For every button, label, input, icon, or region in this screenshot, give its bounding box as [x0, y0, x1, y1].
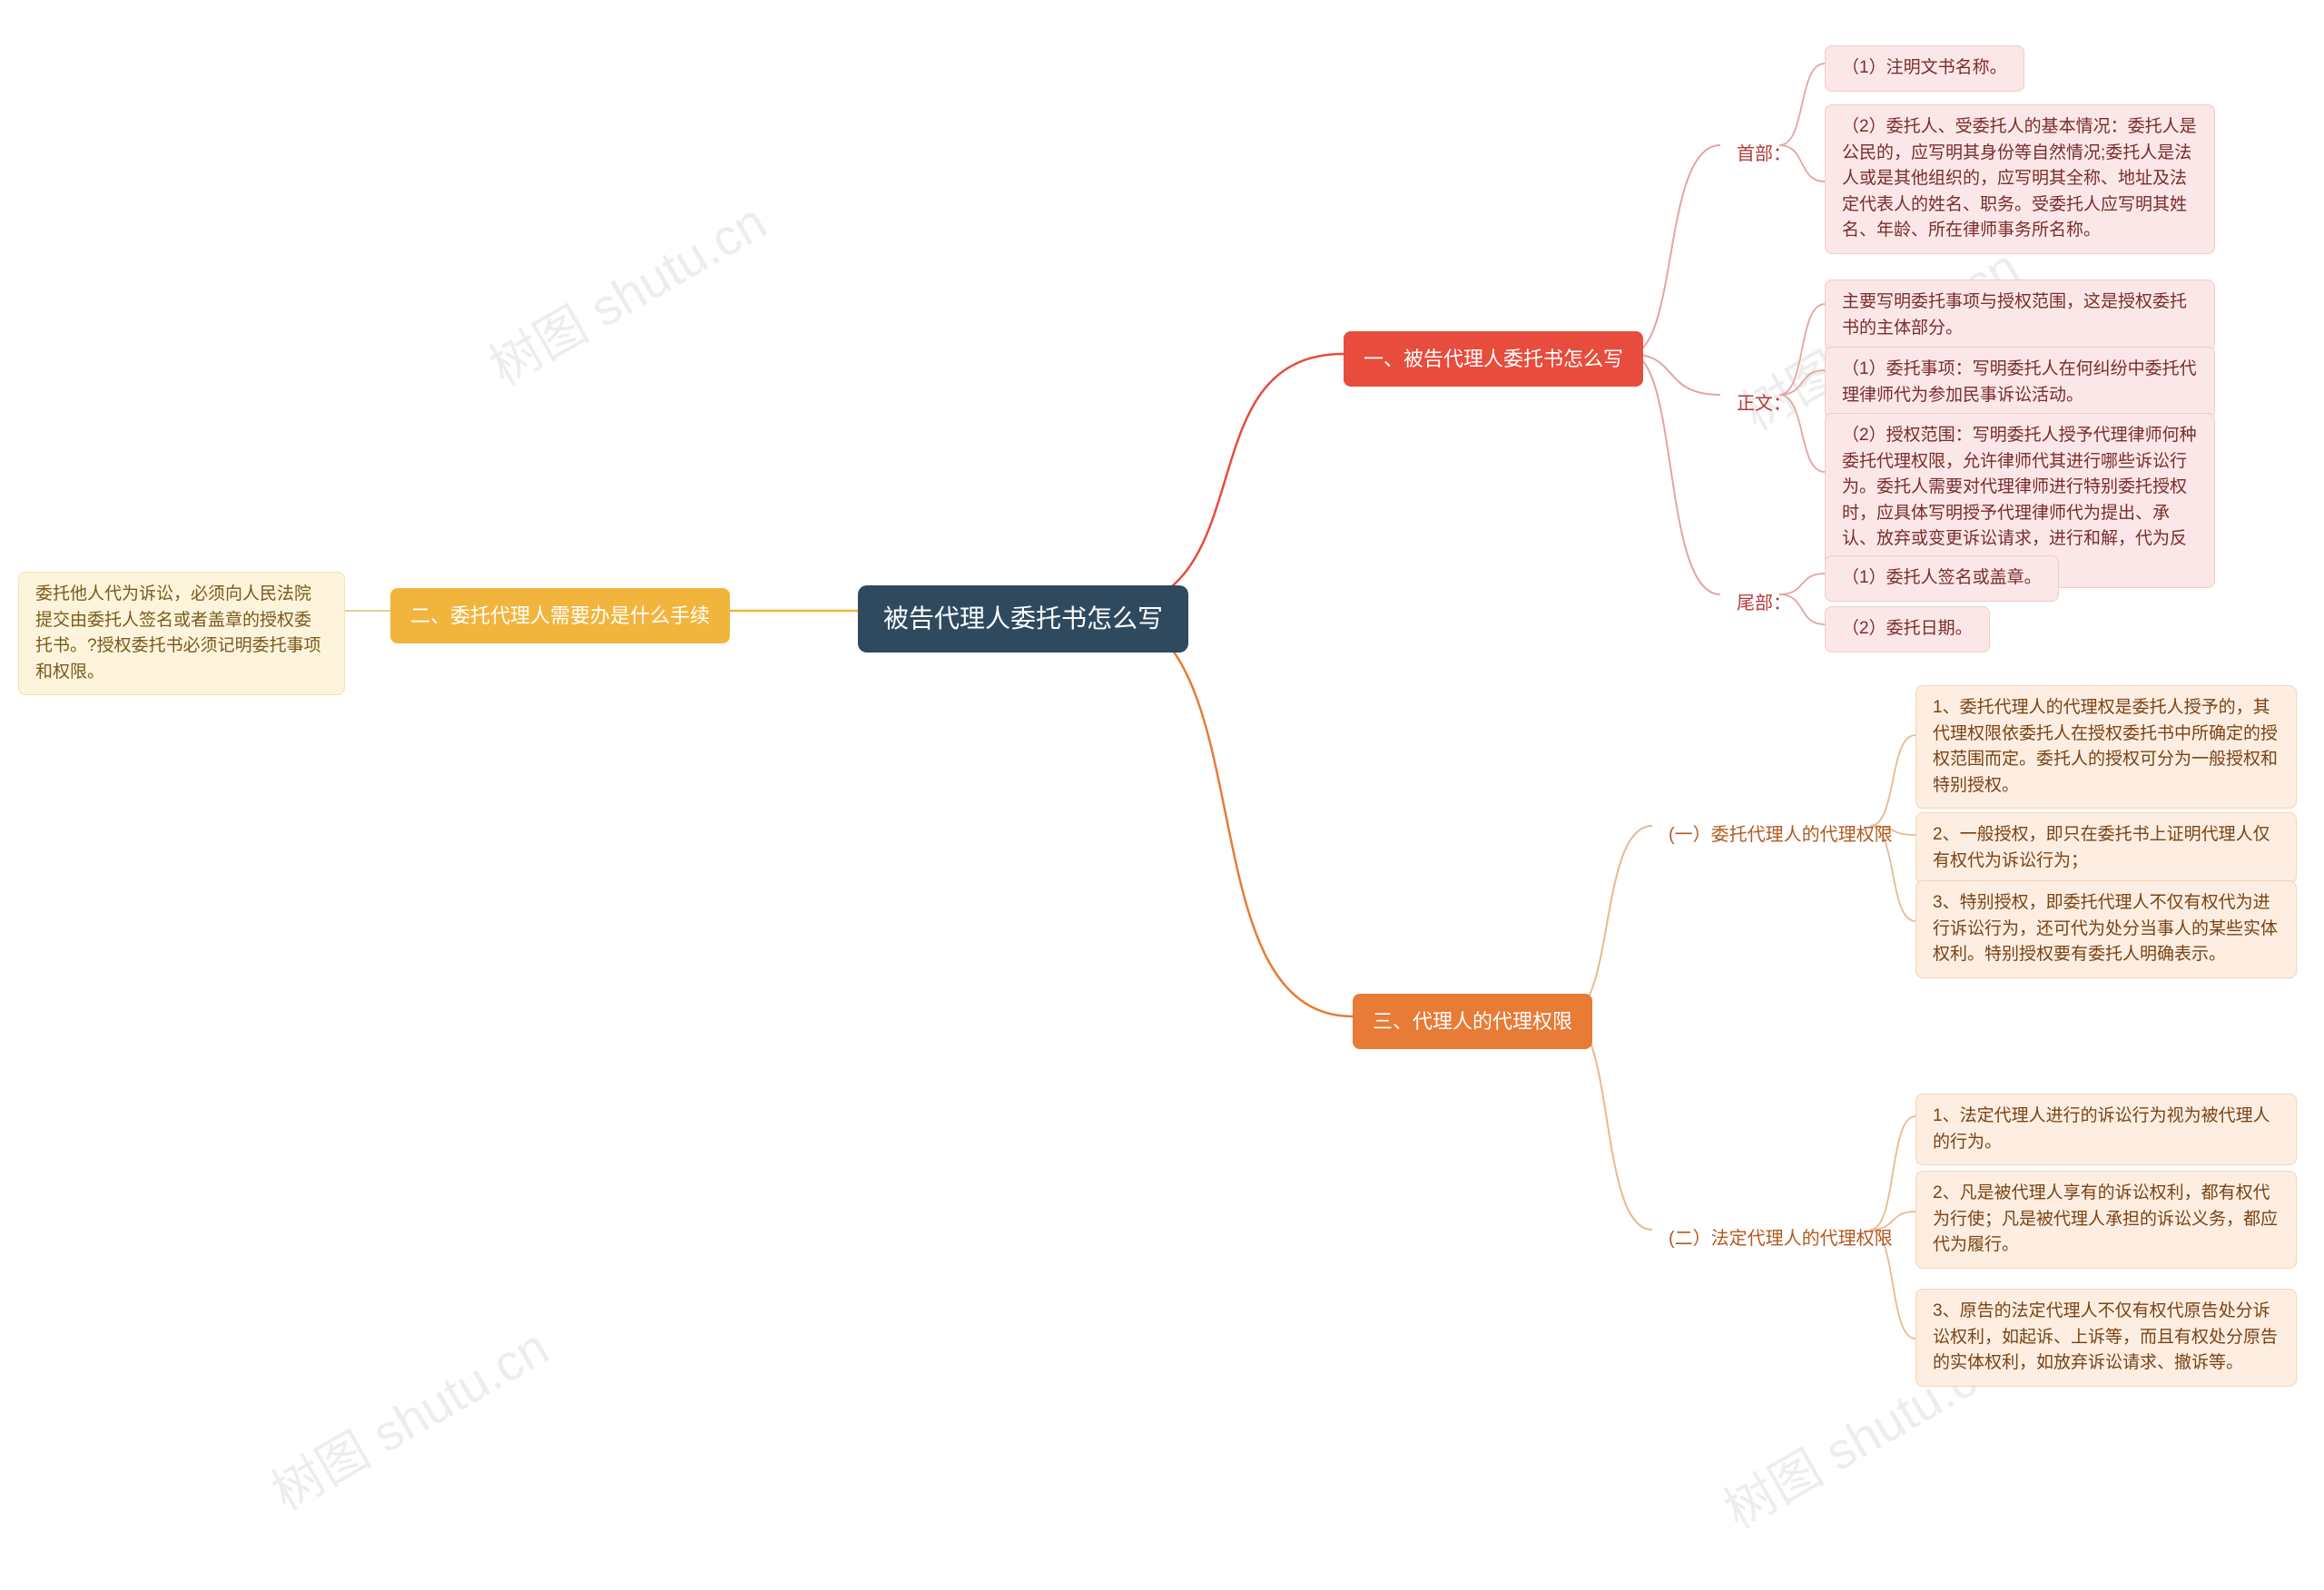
leaf-1-3-1: （1）委托人签名或盖章。 — [1825, 555, 2059, 602]
branch-1-sub-1[interactable]: 首部： — [1720, 132, 1807, 177]
watermark: 树图 shutu.cn — [256, 1308, 559, 1526]
leaf-2-1: 委托他人代为诉讼，必须向人民法院提交由委托人签名或者盖章的授权委托书。?授权委托… — [18, 572, 345, 695]
watermark: 树图 shutu.cn — [474, 182, 777, 400]
leaf-3-2-2: 2、凡是被代理人享有的诉讼权利，都有权代为行使；凡是被代理人承担的诉讼义务，都应… — [1915, 1171, 2297, 1269]
leaf-3-2-3: 3、原告的法定代理人不仅有权代原告处分诉讼权利，如起诉、上诉等，而且有权处分原告… — [1915, 1289, 2297, 1387]
leaf-3-1-2: 2、一般授权，即只在委托书上证明代理人仅有权代为诉讼行为； — [1915, 812, 2297, 884]
branch-3[interactable]: 三、代理人的代理权限 — [1353, 994, 1592, 1049]
branch-2[interactable]: 二、委托代理人需要办是什么手续 — [390, 588, 730, 643]
leaf-1-1-1: （1）注明文书名称。 — [1825, 45, 2024, 92]
leaf-1-1-2: （2）委托人、受委托人的基本情况：委托人是公民的，应写明其身份等自然情况;委托人… — [1825, 104, 2215, 254]
branch-1-sub-3[interactable]: 尾部： — [1720, 581, 1807, 626]
branch-1-sub-2[interactable]: 正文： — [1720, 381, 1807, 427]
branch-1[interactable]: 一、被告代理人委托书怎么写 — [1344, 331, 1643, 387]
leaf-3-1-1: 1、委托代理人的代理权是委托人授予的，其代理权限依委托人在授权委托书中所确定的授… — [1915, 685, 2297, 809]
leaf-1-3-2: （2）委托日期。 — [1825, 606, 1990, 653]
branch-3-sub-2[interactable]: (二）法定代理人的代理权限 — [1652, 1216, 1909, 1261]
leaf-1-2-2: （1）委托事项：写明委托人在何纠纷中委托代理律师代为参加民事诉讼活动。 — [1825, 347, 2215, 418]
branch-3-sub-1[interactable]: (一）委托代理人的代理权限 — [1652, 812, 1909, 858]
leaf-3-1-3: 3、特别授权，即委托代理人不仅有权代为进行诉讼行为，还可代为处分当事人的某些实体… — [1915, 880, 2297, 978]
leaf-3-2-1: 1、法定代理人进行的诉讼行为视为被代理人的行为。 — [1915, 1094, 2297, 1165]
leaf-1-2-1: 主要写明委托事项与授权范围，这是授权委托书的主体部分。 — [1825, 280, 2215, 351]
root-node[interactable]: 被告代理人委托书怎么写 — [858, 585, 1188, 653]
